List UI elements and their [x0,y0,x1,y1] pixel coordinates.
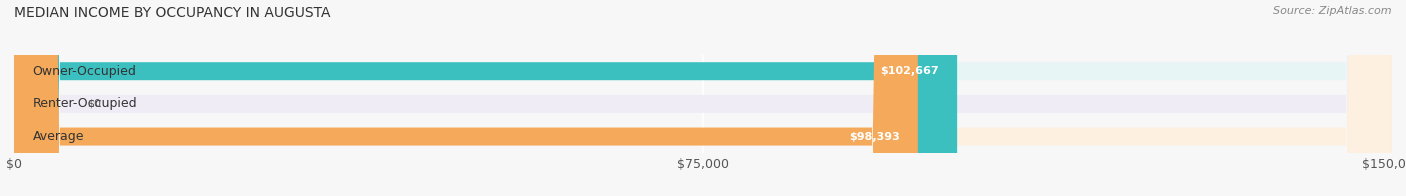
Text: $0: $0 [87,99,101,109]
FancyBboxPatch shape [14,0,1392,196]
Text: $102,667: $102,667 [880,66,939,76]
FancyBboxPatch shape [14,0,957,196]
FancyBboxPatch shape [14,0,1392,196]
FancyBboxPatch shape [14,0,46,196]
Text: Renter-Occupied: Renter-Occupied [32,97,136,110]
Text: $98,393: $98,393 [849,132,900,142]
Text: Source: ZipAtlas.com: Source: ZipAtlas.com [1274,6,1392,16]
FancyBboxPatch shape [14,0,1392,196]
Text: Average: Average [32,130,84,143]
FancyBboxPatch shape [14,0,918,196]
Text: MEDIAN INCOME BY OCCUPANCY IN AUGUSTA: MEDIAN INCOME BY OCCUPANCY IN AUGUSTA [14,6,330,20]
Text: Owner-Occupied: Owner-Occupied [32,65,136,78]
